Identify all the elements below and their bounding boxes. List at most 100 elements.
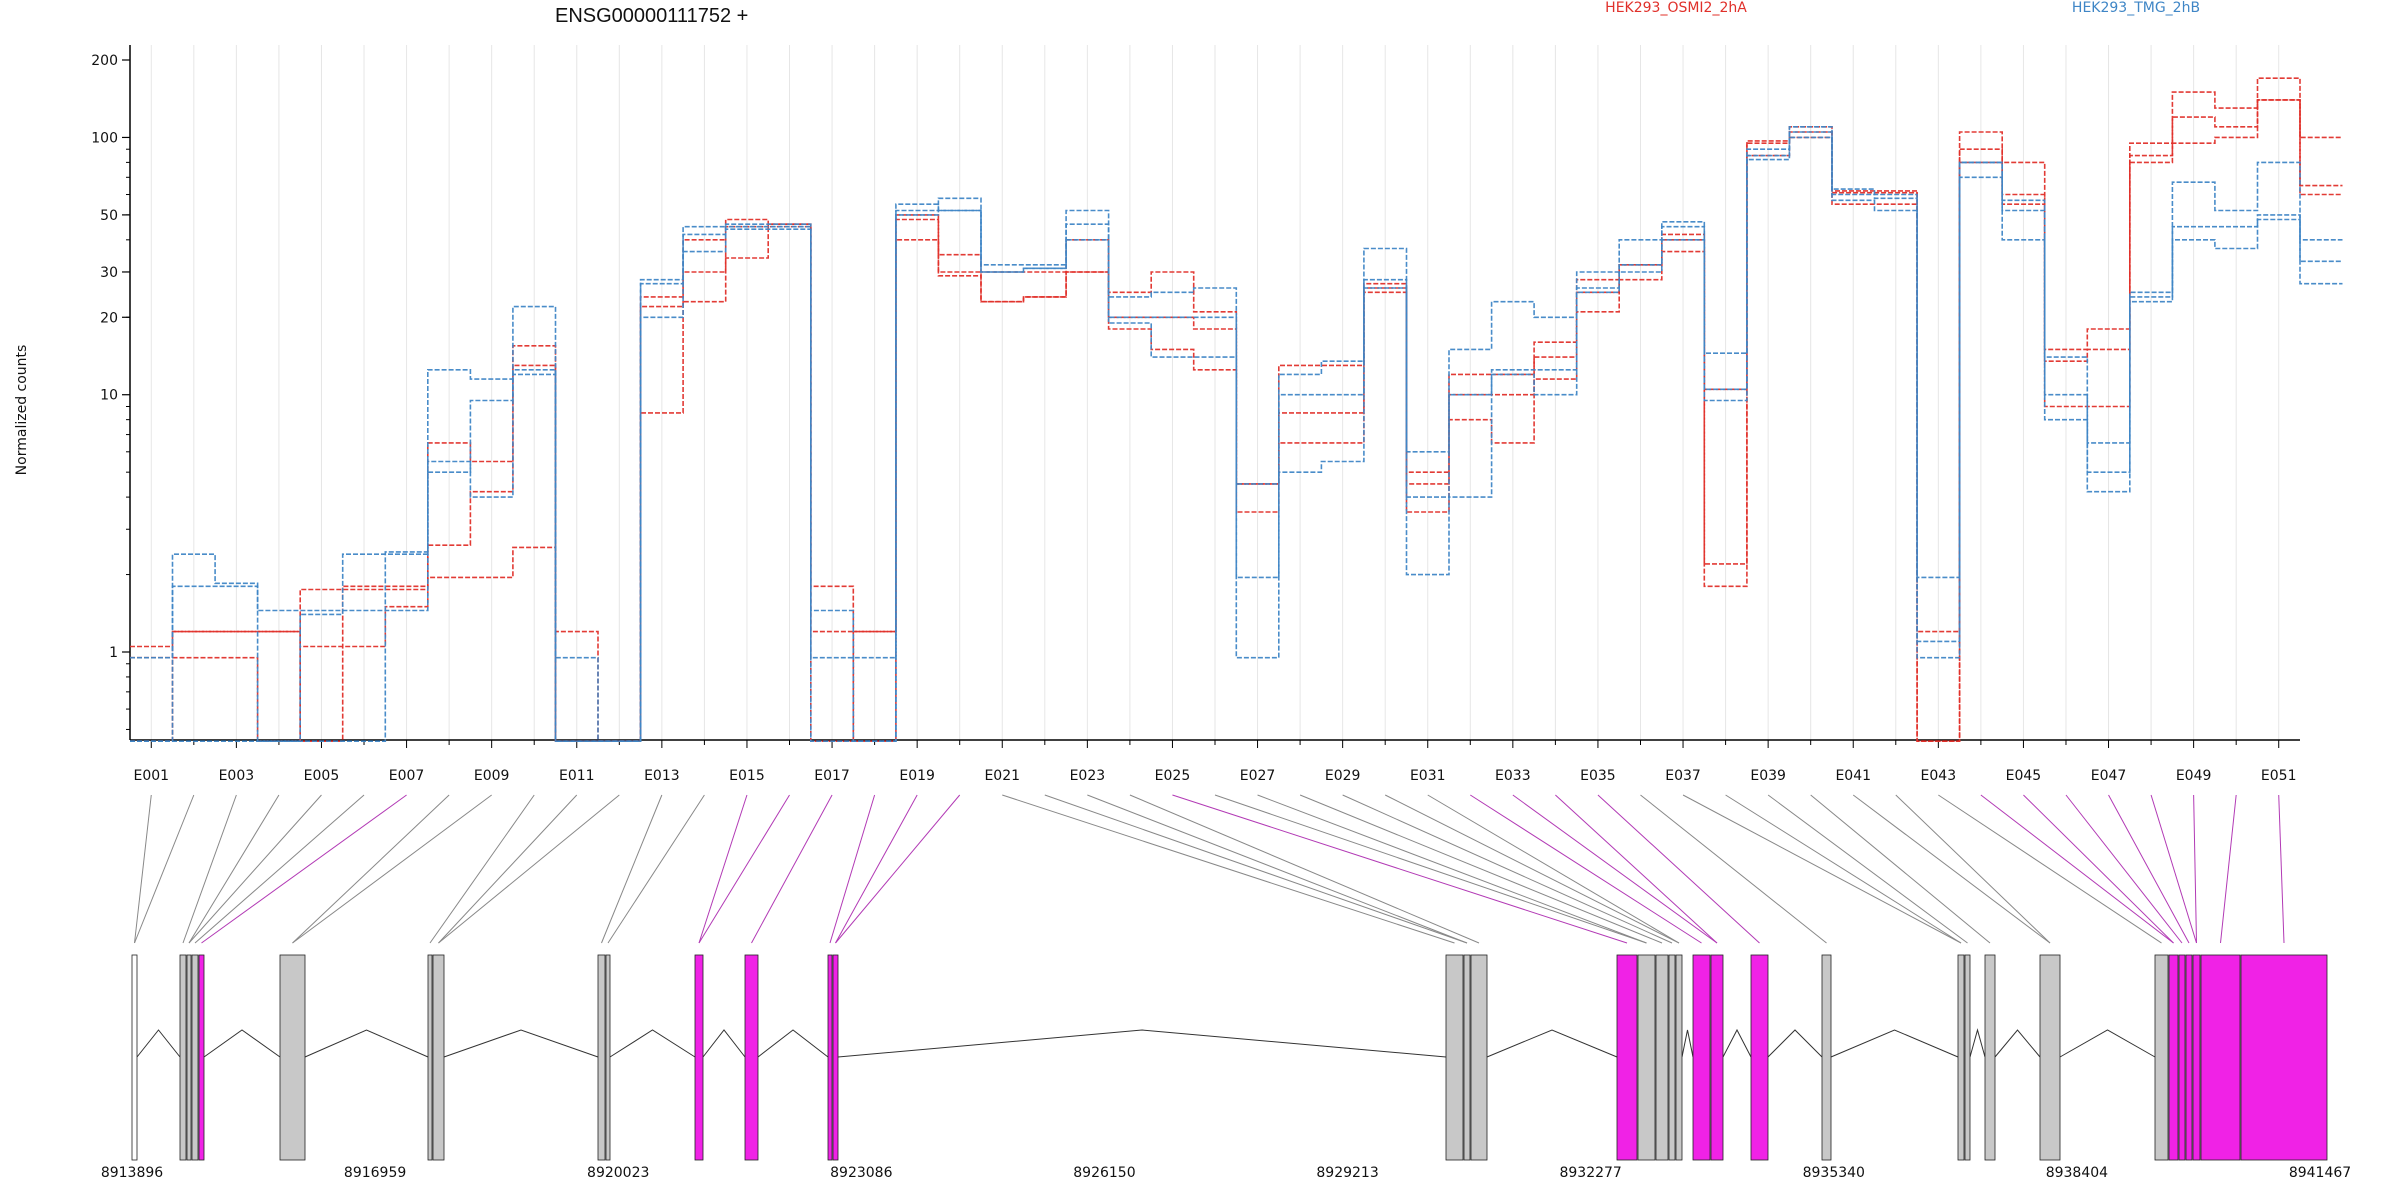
connector-line-E019 (835, 794, 918, 944)
connector-line-E030 (1384, 794, 1680, 944)
exon-box (1470, 954, 1488, 1161)
exon-box (1692, 954, 1711, 1161)
connector-line-E023 (1087, 794, 1468, 944)
connector-line-E001 (134, 794, 152, 944)
connector-line-E022 (1044, 794, 1468, 944)
series-line-5 (130, 131, 2343, 742)
exon-box (2240, 954, 2328, 1161)
connector-line-E044 (1980, 794, 2174, 944)
exon-box (427, 954, 433, 1161)
x-tick-label-E017: E017 (814, 768, 850, 784)
exon-box (2200, 954, 2241, 1161)
y-tick-label: 1 (109, 645, 118, 661)
exon-box (2154, 954, 2169, 1161)
connector-line-E008 (292, 794, 450, 944)
gene-model (131, 954, 2328, 1161)
connector-line-E048 (2150, 794, 2197, 944)
coordinate-label: 8932277 (1559, 1165, 1621, 1181)
connector-line-E040 (1810, 794, 1991, 944)
coordinate-label: 8920023 (587, 1165, 649, 1181)
exon-box (1964, 954, 1971, 1161)
connector-line-E049 (2193, 794, 2197, 944)
exon-box (597, 954, 606, 1161)
exon-box (1957, 954, 1965, 1161)
connector-line-E037 (1682, 794, 1962, 944)
exon-box (432, 954, 445, 1161)
exon-box (191, 954, 199, 1161)
coordinate-label: 8929213 (1316, 1165, 1378, 1181)
legend-osmi2: HEK293_OSMI2_2hA (1605, 0, 1747, 16)
connector-line-E035 (1597, 794, 1760, 944)
connector-line-E024 (1129, 794, 1480, 944)
x-tick-labels: E001 E003 E005 E007 E009 E011 E013 E015 E017 E019… (133, 768, 2296, 784)
connector-line-E028 (1299, 794, 1663, 944)
intron-line (203, 1029, 281, 1058)
y-tick-label: 10 (100, 388, 118, 404)
x-tick-label-E021: E021 (984, 768, 1020, 784)
connector-line-E033 (1512, 794, 1718, 944)
exon-box (827, 954, 833, 1161)
connector-line-E020 (835, 794, 961, 944)
connector-line-E016 (698, 794, 790, 944)
connector-line-E025 (1172, 794, 1628, 944)
connector-line-E006 (194, 794, 365, 944)
exon-box (1750, 954, 1769, 1161)
legend-tmg: HEK293_TMG_2hB (2072, 0, 2200, 16)
connector-line-E038 (1725, 794, 1962, 944)
intron-line (2059, 1029, 2156, 1058)
y-tick-label: 50 (100, 208, 118, 224)
y-tick-label: 100 (91, 130, 118, 146)
coordinate-label: 8916959 (344, 1165, 406, 1181)
exon-box (198, 954, 205, 1161)
exon-box (1616, 954, 1638, 1161)
intron-line (1767, 1029, 1823, 1058)
coordinate-labels: 8913896 8916959 8920023 8923086 8926150 89292… (101, 1165, 2351, 1181)
x-tick-label-E035: E035 (1580, 768, 1616, 784)
exon-box (1710, 954, 1724, 1161)
series-line-6 (130, 126, 2343, 742)
exon-connectors (134, 794, 2285, 944)
exon-box (1675, 954, 1683, 1161)
intron-line (1681, 1029, 1694, 1058)
connector-line-E034 (1555, 794, 1718, 944)
intron-line (757, 1029, 829, 1058)
connector-line-E010 (429, 794, 535, 944)
exon-box (131, 954, 138, 1161)
connector-line-E021 (1002, 794, 1455, 944)
x-tick-label-E039: E039 (1750, 768, 1786, 784)
connector-line-E009 (292, 794, 492, 944)
connector-line-E005 (188, 794, 322, 944)
x-tick-label-E019: E019 (899, 768, 935, 784)
y-tick-label: 20 (100, 310, 118, 326)
chart-title: ENSG00000111752 + (555, 5, 748, 27)
y-tick-label: 200 (91, 53, 118, 69)
intron-line (304, 1029, 429, 1058)
x-tick-label-E023: E023 (1070, 768, 1106, 784)
x-tick-label-E003: E003 (219, 768, 255, 784)
intron-line (136, 1029, 181, 1058)
x-tick-label-E033: E033 (1495, 768, 1531, 784)
x-tick-label-E005: E005 (304, 768, 340, 784)
x-tick-label-E037: E037 (1665, 768, 1701, 784)
exon-box (279, 954, 306, 1161)
connector-line-E029 (1342, 794, 1673, 944)
x-tick-label-E007: E007 (389, 768, 425, 784)
connector-line-E018 (829, 794, 876, 944)
coordinate-label: 8941467 (2289, 1165, 2351, 1181)
connector-line-E042 (1895, 794, 2051, 944)
connector-line-E014 (607, 794, 705, 944)
x-tick-label-E043: E043 (1921, 768, 1957, 784)
connector-line-E043 (1938, 794, 2162, 944)
x-tick-label-E047: E047 (2091, 768, 2127, 784)
grid-lines (150, 45, 2280, 740)
exon-box (1984, 954, 1996, 1161)
series-line-4 (130, 136, 2343, 742)
exon-box (186, 954, 192, 1161)
connector-line-E012 (438, 794, 620, 944)
connector-line-E041 (1852, 794, 2051, 944)
intron-line (443, 1029, 599, 1058)
exon-box (1655, 954, 1669, 1161)
intron-line (1994, 1029, 2041, 1058)
connector-line-E004 (188, 794, 280, 944)
